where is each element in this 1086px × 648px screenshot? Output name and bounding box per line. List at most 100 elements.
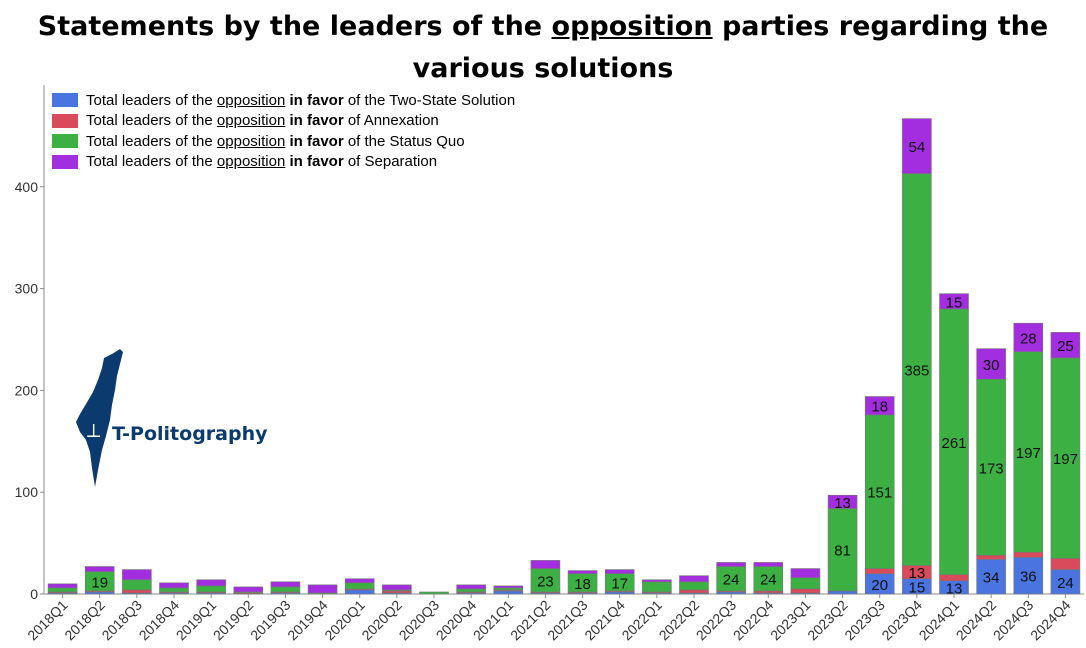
x-axis-tick-labels: 2018Q12018Q22018Q32018Q42019Q12019Q22019…: [24, 594, 1074, 643]
logo: ⟂ T-Politography: [76, 349, 268, 487]
data-label: 30: [983, 357, 1000, 374]
bar-segment: [419, 591, 449, 595]
data-label: 34: [983, 570, 1000, 587]
data-label: 54: [909, 139, 926, 156]
x-tick-label: 2018Q4: [136, 597, 183, 644]
data-label: 173: [979, 460, 1004, 477]
x-tick-label: 2020Q2: [358, 597, 405, 644]
x-tick-label: 2020Q1: [321, 597, 368, 644]
data-label: 15: [946, 294, 963, 311]
bar-segment: [456, 584, 486, 590]
x-tick-label: 2023Q3: [841, 597, 888, 644]
bar-segment: [1050, 558, 1081, 570]
x-tick-label: 2019Q1: [173, 597, 220, 644]
bar-segment: [270, 581, 301, 588]
legend-swatch: [52, 134, 78, 149]
x-tick-label: 2018Q1: [24, 597, 71, 644]
bar-segment: [753, 562, 784, 567]
bar-segment: [976, 559, 1006, 595]
map-arrows-icon: ⟂: [87, 418, 101, 442]
data-label: 13: [834, 495, 851, 512]
bar-segment: [827, 590, 858, 595]
bar-segment: [790, 568, 821, 579]
bar-segment: [456, 588, 486, 593]
bar-segment: [493, 590, 524, 595]
bar-segment: [493, 585, 524, 589]
bar-segment: [1013, 557, 1044, 595]
bar-segment: [382, 584, 412, 591]
bar-segment: [716, 591, 746, 595]
bar-segment: [939, 308, 969, 575]
data-label: 28: [1020, 330, 1037, 347]
data-label: 13: [946, 580, 963, 597]
bar-segment: [196, 585, 226, 593]
data-label: 18: [574, 576, 591, 593]
data-label: 197: [1053, 451, 1078, 468]
y-tick-label: 200: [15, 382, 39, 398]
bar-segment: [790, 588, 821, 594]
x-tick-label: 2022Q2: [656, 597, 703, 644]
data-label: 17: [611, 575, 628, 592]
bar-segment: [159, 582, 189, 589]
legend-item: Total leaders of the opposition in favor…: [52, 131, 515, 152]
bar-segment: [753, 566, 784, 592]
bar-segment: [939, 293, 969, 310]
y-tick-label: 400: [15, 179, 39, 195]
logo-text: T-Politography: [112, 423, 268, 445]
bar-segment: [530, 560, 561, 569]
bar-segment: [270, 586, 301, 593]
y-tick-label: 300: [15, 281, 39, 297]
bar-segment: [976, 378, 1006, 556]
x-tick-label: 2022Q4: [730, 597, 777, 644]
data-label: 261: [941, 435, 966, 452]
chart-title: Statements by the leaders of the opposit…: [0, 6, 1086, 90]
bar-segment: [679, 581, 709, 591]
bar-segment: [307, 584, 338, 594]
x-tick-label: 2024Q3: [990, 597, 1037, 644]
data-label: 385: [904, 363, 929, 380]
legend-item: Total leaders of the opposition in favor…: [52, 152, 515, 173]
x-tick-label: 2024Q2: [953, 597, 1000, 644]
data-label: 15: [909, 579, 926, 596]
bar-segment: [1050, 357, 1081, 559]
legend-swatch: [52, 113, 78, 128]
x-tick-label: 2018Q3: [98, 597, 145, 644]
bar-segment: [1013, 351, 1044, 553]
bar-segment: [827, 508, 858, 592]
bar-segment: [233, 586, 264, 593]
bar-segment: [864, 414, 895, 569]
bar-segment: [122, 579, 152, 591]
bar-segment: [84, 591, 115, 595]
bar-segment: [122, 569, 152, 581]
x-tick-label: 2024Q1: [916, 597, 963, 644]
bar-segment: [902, 118, 932, 174]
bar-segment: [196, 579, 226, 587]
title-underlined: opposition: [551, 11, 713, 42]
legend-label: Total leaders of the opposition in favor…: [86, 153, 438, 171]
data-label: 24: [760, 572, 777, 589]
x-tick-label: 2020Q4: [433, 597, 480, 644]
x-tick-label: 2019Q3: [247, 597, 294, 644]
data-label: 23: [537, 573, 554, 590]
x-tick-label: 2021Q2: [507, 597, 554, 644]
legend-label: Total leaders of the opposition in favor…: [86, 91, 516, 109]
data-label: 19: [91, 574, 108, 591]
chart-legend: Total leaders of the opposition in favor…: [52, 90, 515, 172]
bar-segment: [827, 494, 858, 509]
x-tick-label: 2022Q1: [618, 597, 665, 644]
title-part2: parties regarding the various solutions: [412, 11, 1049, 84]
bar-segment: [122, 589, 152, 594]
x-tick-label: 2019Q4: [284, 597, 331, 644]
bar-segment: [790, 577, 821, 590]
y-tick-label: 100: [15, 484, 39, 500]
data-label: 197: [1016, 445, 1041, 462]
bar-segment: [976, 555, 1006, 560]
bar-segment: [493, 587, 524, 591]
bar-segment: [1013, 551, 1044, 558]
bar-segment: [159, 587, 189, 593]
bar-segment: [344, 582, 375, 590]
data-label: 18: [871, 399, 888, 416]
x-tick-label: 2023Q4: [878, 597, 925, 644]
bar-segment: [976, 348, 1006, 380]
